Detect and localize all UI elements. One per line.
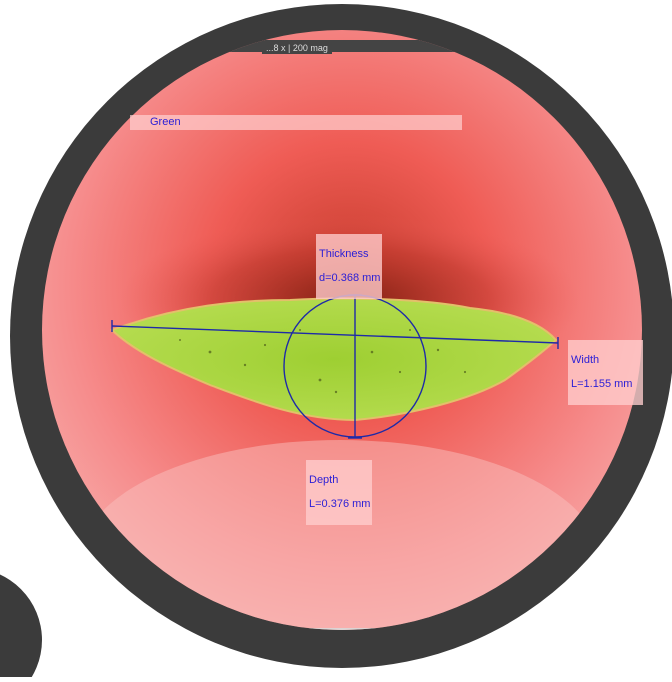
depth-annotation: Depth L=0.376 mm [306,460,373,525]
width-value: L=1.155 mm [571,378,633,390]
width-line [111,325,559,344]
vignette-ring-secondary [0,574,42,682]
sample-label: Green [130,115,462,130]
width-label: Width [571,354,600,366]
leaf-speckles [179,329,467,394]
width-annotation: Width L=1.155 mm [568,340,643,405]
magnification-label: ...8 x | 200 mag [262,43,332,54]
thickness-value: d=0.368 mm [319,272,381,284]
depth-value: L=0.376 mm [309,498,371,510]
thickness-label: Thickness [319,248,369,260]
leaf-cross-section [110,297,558,422]
depth-label: Depth [309,474,339,486]
thickness-annotation: Thickness d=0.368 mm [316,234,383,299]
